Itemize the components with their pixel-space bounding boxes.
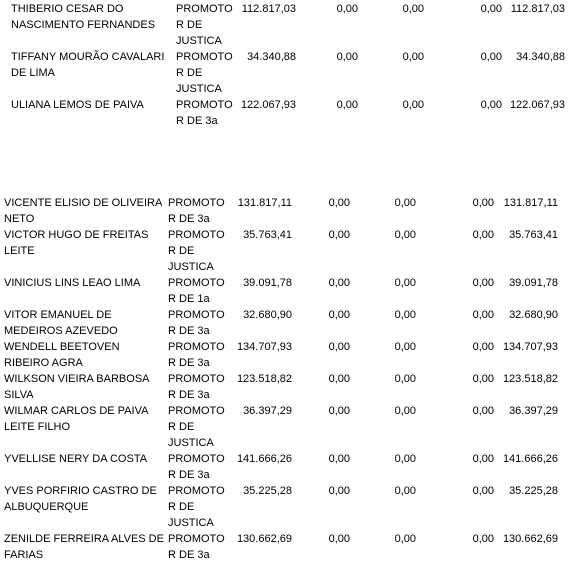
value-cell-v4: 0,00 (472, 197, 494, 209)
value-cell-v2: 0,00 (328, 453, 350, 465)
value-cell-v3: 0,00 (394, 197, 416, 209)
value-cell-v1: 122.067,93 (240, 99, 296, 111)
value-cell-v4: 0,00 (472, 309, 494, 321)
role-cell: PROMOTO R DE 3a (168, 197, 225, 225)
value-cell-v4: 0,00 (472, 373, 494, 385)
value-cell-v3: 0,00 (394, 309, 416, 321)
employee-name-cell: WILMAR CARLOS DE PAIVA LEITE FILHO (4, 405, 148, 433)
role-cell: PROMOTO R DE JUSTICA (176, 51, 233, 95)
value-cell-v3: 0,00 (402, 99, 424, 111)
value-cell-v3: 0,00 (394, 277, 416, 289)
value-cell-v4: 0,00 (472, 405, 494, 417)
role-cell: PROMOTO R DE 3a (168, 309, 225, 337)
value-cell-v1: 36.397,29 (243, 405, 292, 417)
value-cell-v1: 39.091,78 (243, 277, 292, 289)
value-cell-v4: 0,00 (480, 99, 502, 111)
employee-name-cell: YVES PORFIRIO CASTRO DE ALBUQUERQUE (4, 485, 157, 513)
role-cell: PROMOTO R DE JUSTICA (176, 3, 233, 47)
employee-name-cell: ULIANA LEMOS DE PAIVA (11, 99, 144, 111)
role-cell: PROMOTO R DE 3a (168, 341, 225, 369)
value-cell-v2: 0,00 (328, 341, 350, 353)
value-cell-v2: 0,00 (328, 197, 350, 209)
role-cell: PROMOTO R DE 1a (168, 277, 225, 305)
value-cell-v3: 0,00 (394, 405, 416, 417)
value-cell-v4: 0,00 (472, 453, 494, 465)
role-cell: PROMOTO R DE JUSTICA (168, 229, 225, 273)
value-cell-v2: 0,00 (328, 373, 350, 385)
value-cell-v3: 0,00 (394, 229, 416, 241)
value-cell-v3: 0,00 (402, 51, 424, 63)
value-cell-v5: 131.817,11 (503, 197, 558, 209)
role-cell: PROMOTO R DE 3a (168, 373, 225, 401)
value-cell-v4: 0,00 (480, 3, 502, 15)
value-cell-v2: 0,00 (328, 229, 350, 241)
value-cell-v3: 0,00 (394, 533, 416, 545)
value-cell-v5: 141.666,26 (502, 453, 558, 465)
employee-name-cell: YVELLISE NERY DA COSTA (4, 453, 148, 465)
value-cell-v1: 131.817,11 (237, 197, 292, 209)
employee-name-cell: ZENILDE FERREIRA ALVES DE FARIAS (4, 533, 164, 561)
value-cell-v1: 32.680,90 (243, 309, 292, 321)
value-cell-v5: 122.067,93 (509, 99, 565, 111)
value-cell-v2: 0,00 (328, 533, 350, 545)
value-cell-v1: 35.225,28 (243, 485, 292, 497)
value-cell-v4: 0,00 (480, 51, 502, 63)
value-cell-v3: 0,00 (394, 485, 416, 497)
value-cell-v4: 0,00 (472, 277, 494, 289)
role-cell: PROMOTO R DE 3a (168, 533, 225, 561)
value-cell-v1: 34.340,88 (247, 51, 296, 63)
value-cell-v2: 0,00 (336, 3, 358, 15)
value-cell-v5: 134.707,93 (502, 341, 558, 353)
value-cell-v4: 0,00 (472, 533, 494, 545)
value-cell-v5: 35.763,41 (509, 229, 558, 241)
employee-name-cell: VITOR EMANUEL DE MEDEIROS AZEVEDO (4, 309, 118, 337)
value-cell-v2: 0,00 (336, 51, 358, 63)
value-cell-v4: 0,00 (472, 229, 494, 241)
role-cell: PROMOTO R DE JUSTICA (168, 405, 225, 449)
value-cell-v5: 130.662,69 (502, 533, 558, 545)
value-cell-v5: 32.680,90 (509, 309, 558, 321)
value-cell-v2: 0,00 (328, 405, 350, 417)
value-cell-v5: 112.817,03 (510, 3, 565, 15)
value-cell-v5: 35.225,28 (509, 485, 558, 497)
value-cell-v1: 141.666,26 (236, 453, 292, 465)
employee-name-cell: WILKSON VIEIRA BARBOSA SILVA (4, 373, 149, 401)
value-cell-v3: 0,00 (402, 3, 424, 15)
role-cell: PROMOTO R DE 3a (168, 453, 225, 481)
value-cell-v2: 0,00 (328, 277, 350, 289)
role-cell: PROMOTO R DE 3a (176, 99, 233, 127)
value-cell-v1: 112.817,03 (241, 3, 296, 15)
value-cell-v1: 35.763,41 (243, 229, 292, 241)
value-cell-v5: 34.340,88 (516, 51, 565, 63)
value-cell-v5: 123.518,82 (502, 373, 558, 385)
value-cell-v1: 123.518,82 (236, 373, 292, 385)
value-cell-v2: 0,00 (328, 485, 350, 497)
value-cell-v3: 0,00 (394, 341, 416, 353)
value-cell-v3: 0,00 (394, 373, 416, 385)
employee-name-cell: VINICIUS LINS LEAO LIMA (4, 277, 141, 289)
value-cell-v1: 130.662,69 (236, 533, 292, 545)
value-cell-v2: 0,00 (336, 99, 358, 111)
value-cell-v1: 134.707,93 (236, 341, 292, 353)
value-cell-v5: 39.091,78 (509, 277, 558, 289)
value-cell-v4: 0,00 (472, 341, 494, 353)
value-cell-v3: 0,00 (394, 453, 416, 465)
employee-name-cell: TIFFANY MOURÃO CAVALARI DE LIMA (11, 51, 165, 79)
value-cell-v2: 0,00 (328, 309, 350, 321)
employee-name-cell: VICENTE ELISIO DE OLIVEIRA NETO (4, 197, 162, 225)
employee-name-cell: WENDELL BEETOVEN RIBEIRO AGRA (4, 341, 120, 369)
value-cell-v5: 36.397,29 (509, 405, 558, 417)
employee-name-cell: THIBERIO CESAR DO NASCIMENTO FERNANDES (11, 3, 156, 31)
employee-name-cell: VICTOR HUGO DE FREITAS LEITE (4, 229, 149, 257)
role-cell: PROMOTO R DE JUSTICA (168, 485, 225, 529)
value-cell-v4: 0,00 (472, 485, 494, 497)
